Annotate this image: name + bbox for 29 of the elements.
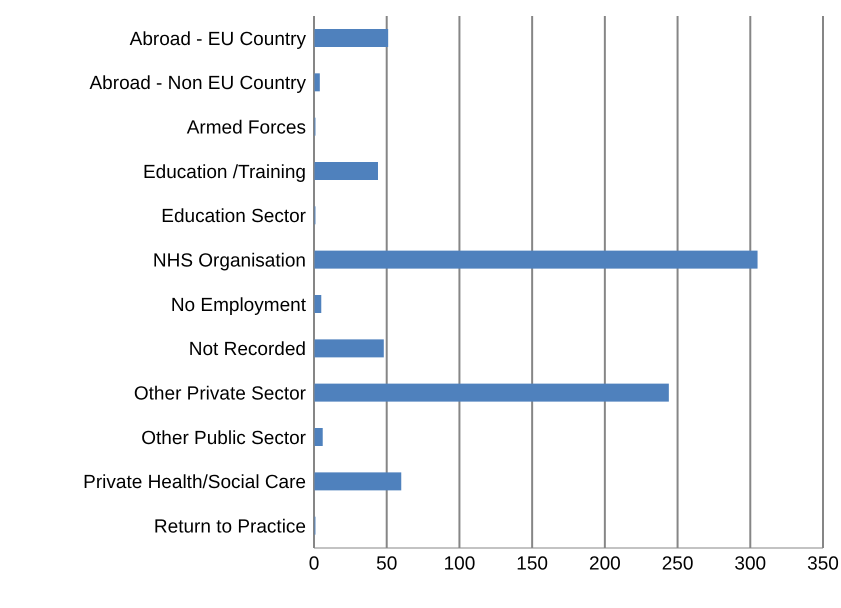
- bar: [314, 295, 322, 313]
- y-tick-label: Private Health/Social Care: [83, 472, 306, 494]
- x-tick-label: 250: [662, 553, 694, 574]
- y-tick-label: Other Private Sector: [134, 384, 307, 405]
- x-tick-label: 150: [516, 553, 548, 574]
- x-tick-label: 0: [308, 553, 320, 574]
- bar: [314, 162, 378, 180]
- y-tick-label: Abroad - EU Country: [130, 28, 306, 50]
- bar: [314, 472, 402, 490]
- y-tick-label: Not Recorded: [188, 339, 306, 360]
- y-tick-label: Other Public Sector: [141, 428, 307, 449]
- bar: [314, 73, 320, 92]
- bar: [314, 339, 384, 358]
- y-tick-label: Armed Forces: [186, 118, 306, 139]
- x-tick-label: 350: [807, 553, 839, 574]
- y-tick-label: Education /Training: [142, 162, 306, 183]
- bar: [314, 428, 323, 446]
- y-tick-label: NHS Organisation: [152, 250, 306, 272]
- y-tick-label: Abroad - Non EU Country: [90, 73, 306, 94]
- x-tick-label: 100: [444, 553, 476, 574]
- bar: [314, 384, 669, 402]
- bar: [314, 250, 758, 269]
- x-tick-label: 50: [376, 553, 398, 574]
- y-tick-label: No Employment: [170, 294, 307, 316]
- y-tick-label: Education Sector: [161, 206, 307, 228]
- x-tick-label: 300: [734, 553, 766, 574]
- bar: [314, 29, 388, 47]
- x-tick-label: 200: [589, 553, 621, 574]
- y-tick-label: Return to Practice: [154, 516, 306, 538]
